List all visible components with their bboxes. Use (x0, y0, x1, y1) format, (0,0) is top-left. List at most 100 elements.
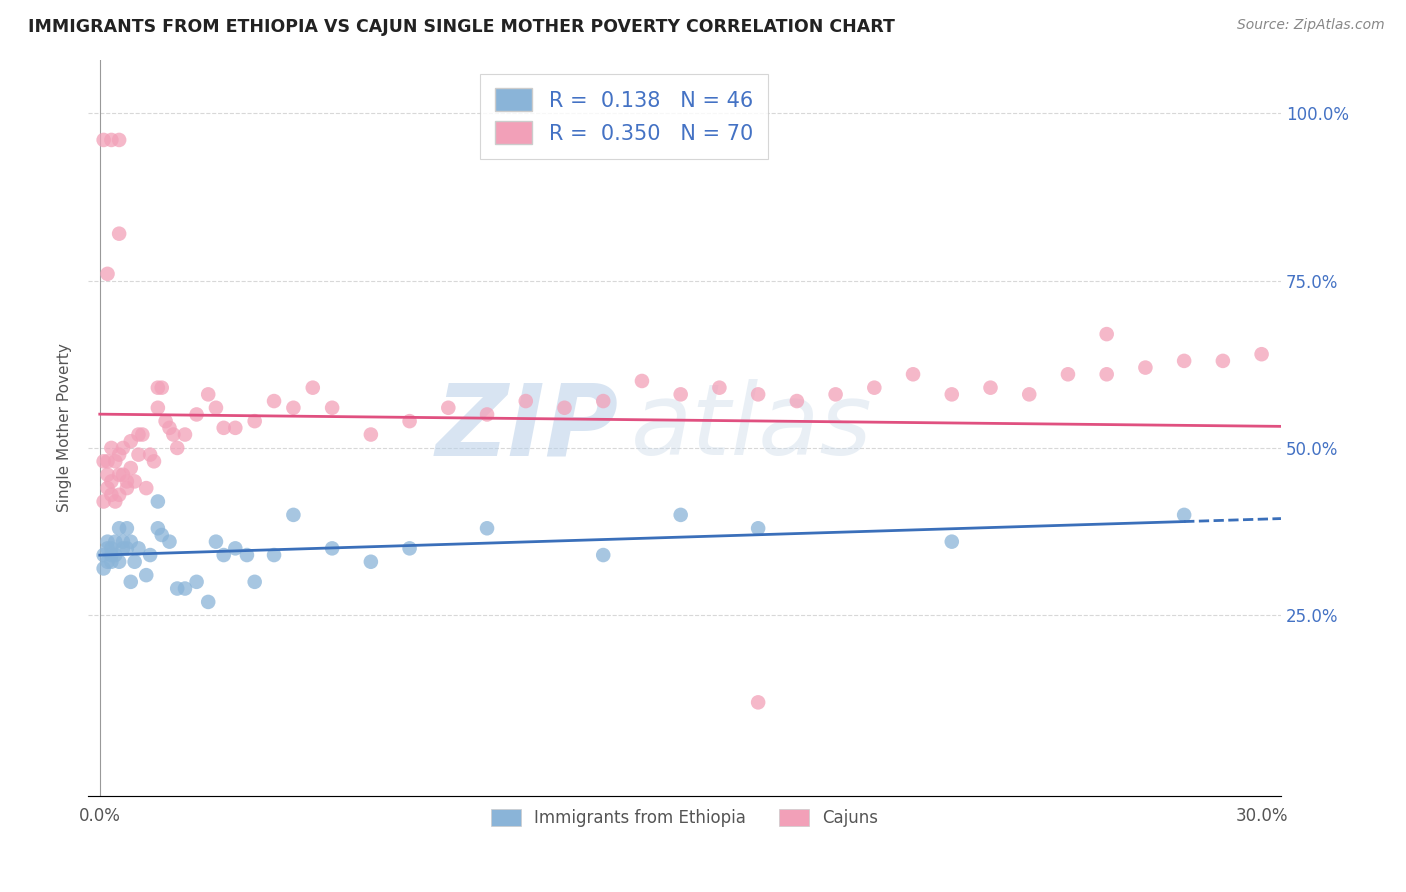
Point (224, 421, 246, 435)
Point (166, 582, 188, 596)
Point (824, 387, 846, 401)
Point (96, 541, 118, 556)
Point (669, 508, 692, 522)
Point (1135, 360, 1157, 375)
Point (104, 534, 127, 549)
Point (96, 467, 118, 482)
Point (96, 481, 118, 495)
Point (174, 582, 197, 596)
Point (283, 508, 305, 522)
Point (709, 381, 731, 395)
Point (398, 541, 420, 556)
Point (93, 494, 115, 508)
Point (124, 475, 146, 489)
Point (93, 561, 115, 575)
Point (205, 401, 228, 415)
Point (1212, 354, 1234, 368)
Point (108, 555, 131, 569)
Point (243, 574, 266, 589)
Point (143, 454, 166, 468)
Text: atlas: atlas (631, 379, 873, 476)
Point (96, 534, 118, 549)
Point (283, 401, 305, 415)
Point (93, 133, 115, 147)
Point (108, 467, 131, 482)
Point (437, 401, 460, 415)
Point (747, 387, 769, 401)
Point (111, 534, 134, 549)
Point (111, 467, 134, 482)
Point (150, 381, 173, 395)
Point (236, 548, 259, 562)
Point (104, 548, 127, 562)
Point (104, 494, 127, 508)
Point (150, 528, 173, 542)
Legend: Immigrants from Ethiopia, Cajuns: Immigrants from Ethiopia, Cajuns (482, 801, 887, 836)
Point (1018, 387, 1040, 401)
Point (100, 441, 122, 455)
Point (197, 595, 219, 609)
Point (863, 381, 886, 395)
Point (128, 448, 150, 462)
Point (96, 267, 118, 281)
Point (96, 454, 118, 468)
Point (155, 414, 177, 428)
Point (93, 548, 115, 562)
Point (108, 133, 131, 147)
Point (115, 541, 138, 556)
Point (186, 574, 208, 589)
Point (135, 568, 157, 582)
Point (1095, 327, 1118, 342)
Point (263, 548, 285, 562)
Point (108, 227, 131, 241)
Point (747, 695, 769, 709)
Point (1250, 347, 1272, 361)
Point (108, 521, 131, 535)
Point (115, 521, 138, 535)
Point (139, 548, 162, 562)
Point (786, 394, 808, 409)
Point (1057, 368, 1080, 382)
Point (100, 475, 122, 489)
Text: IMMIGRANTS FROM ETHIOPIA VS CAJUN SINGLE MOTHER POVERTY CORRELATION CHART: IMMIGRANTS FROM ETHIOPIA VS CAJUN SINGLE… (28, 18, 896, 36)
Point (592, 394, 614, 409)
Point (159, 534, 181, 549)
Y-axis label: Single Mother Poverty: Single Mother Poverty (58, 343, 72, 512)
Point (146, 494, 169, 508)
Point (186, 408, 208, 422)
Point (115, 481, 138, 495)
Point (631, 374, 654, 388)
Point (120, 574, 142, 589)
Point (162, 427, 184, 442)
Point (321, 541, 343, 556)
Point (360, 427, 382, 442)
Point (128, 541, 150, 556)
Text: Source: ZipAtlas.com: Source: ZipAtlas.com (1237, 18, 1385, 32)
Point (553, 401, 575, 415)
Point (224, 541, 246, 556)
Point (475, 408, 498, 422)
Point (115, 475, 138, 489)
Point (1095, 368, 1118, 382)
Point (108, 488, 131, 502)
Point (1173, 508, 1195, 522)
Point (159, 421, 181, 435)
Point (100, 541, 122, 556)
Point (941, 534, 963, 549)
Point (747, 521, 769, 535)
Point (212, 548, 235, 562)
Point (205, 534, 228, 549)
Point (131, 427, 153, 442)
Point (100, 548, 122, 562)
Point (93, 454, 115, 468)
Point (321, 401, 343, 415)
Point (104, 454, 127, 468)
Point (243, 414, 266, 428)
Point (669, 387, 692, 401)
Point (301, 381, 323, 395)
Point (111, 441, 134, 455)
Point (120, 534, 142, 549)
Point (398, 414, 420, 428)
Point (901, 368, 924, 382)
Point (96, 555, 118, 569)
